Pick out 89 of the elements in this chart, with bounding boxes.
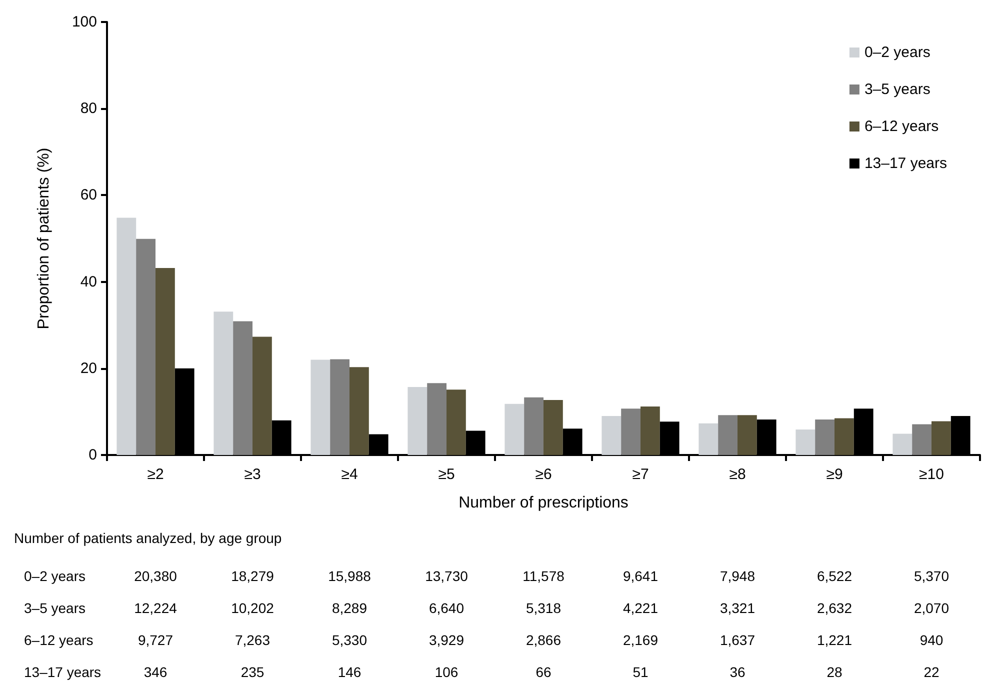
bar [544, 400, 563, 455]
category-label: 13–17 years [24, 664, 102, 680]
text: 9,641 [622, 568, 658, 584]
bar [350, 367, 369, 455]
text: 235 [240, 664, 264, 680]
bar [446, 390, 466, 455]
y-tick-label: 60 [80, 186, 97, 204]
y-tick-label: 80 [80, 100, 97, 118]
category-label: 0–2 years [24, 568, 86, 584]
y-tick-label: 0 [88, 446, 97, 464]
bar [156, 268, 175, 455]
bar [912, 424, 932, 455]
x-tick-label: ≥2 [147, 466, 164, 483]
y-tick-label: 40 [80, 273, 97, 290]
text: 5,370 [914, 568, 950, 584]
bar [640, 406, 660, 455]
category-label: 3–5 years [24, 600, 86, 616]
text: 12,224 [134, 600, 177, 616]
bar [408, 387, 428, 455]
text: 7,263 [234, 632, 270, 648]
bar [718, 415, 738, 455]
bar [621, 408, 640, 455]
bar [834, 418, 854, 455]
text: 2,169 [622, 632, 658, 648]
bar [310, 360, 330, 455]
text: 940 [920, 632, 944, 648]
text: 5,318 [526, 600, 562, 616]
bar [932, 421, 951, 455]
x-tick-label: ≥4 [341, 466, 358, 483]
bar [504, 404, 524, 455]
text: 9,727 [138, 632, 174, 648]
text: 2,632 [816, 600, 852, 616]
text: 51 [632, 664, 648, 680]
text: 7,948 [720, 568, 756, 584]
bar [796, 429, 816, 455]
bar [815, 419, 834, 455]
text: 3,321 [720, 600, 756, 616]
text: 3,929 [428, 632, 464, 648]
text: 15,988 [328, 568, 371, 584]
bar [252, 336, 272, 455]
bar [427, 383, 446, 455]
legend-label: 6–12 years [864, 118, 939, 135]
text: 66 [536, 664, 552, 680]
legend-label: 13–17 years [864, 155, 948, 172]
bar [698, 423, 718, 455]
bar [738, 415, 757, 455]
text: 106 [434, 664, 458, 680]
x-tick-label: ≥9 [826, 466, 843, 483]
x-tick-label: ≥5 [438, 466, 455, 483]
legend-label: 3–5 years [864, 81, 930, 98]
text: 10,202 [231, 600, 274, 616]
text: 22 [924, 664, 940, 680]
bar [524, 397, 544, 455]
bar [116, 218, 136, 455]
x-tick-label: ≥8 [729, 466, 746, 483]
text: 1,637 [720, 632, 756, 648]
text: 1,221 [816, 632, 852, 648]
bar [330, 359, 350, 455]
text: Number of patients analyzed, by age group [14, 530, 282, 546]
text: 5,330 [332, 632, 368, 648]
bar [602, 416, 622, 455]
y-tick-label: 100 [72, 14, 97, 30]
x-tick-label: ≥3 [244, 466, 261, 483]
text: 20,380 [134, 568, 177, 584]
text: 36 [730, 664, 746, 680]
x-tick-label: ≥10 [919, 466, 944, 483]
text: 18,279 [231, 568, 274, 584]
text: 11,578 [522, 568, 564, 584]
text: 13,730 [425, 568, 468, 584]
text: 6,640 [428, 600, 464, 616]
text: 2,866 [526, 632, 562, 648]
text: 6,522 [816, 568, 852, 584]
text: 2,070 [914, 600, 950, 616]
bar [136, 238, 156, 455]
bar [892, 434, 912, 455]
x-axis-title: Number of prescriptions [458, 494, 628, 512]
y-tick-label: 20 [80, 360, 97, 377]
bar [214, 312, 234, 455]
text: 28 [826, 664, 842, 680]
x-tick-label: ≥6 [535, 466, 552, 483]
legend-label: 0–2 years [864, 44, 930, 61]
category-label: 6–12 years [24, 632, 94, 648]
text: 8,289 [332, 600, 368, 616]
y-axis-title: Proportion of patients (%) [36, 148, 52, 330]
text: 346 [144, 664, 168, 680]
text: 146 [338, 664, 362, 680]
bar [233, 321, 252, 455]
x-tick-label: ≥7 [632, 466, 649, 483]
text: 4,221 [622, 600, 658, 616]
